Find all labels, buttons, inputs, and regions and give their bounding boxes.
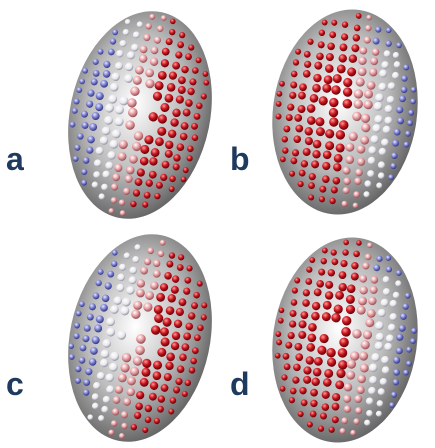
panel-label: b (230, 141, 250, 177)
rendering (259, 228, 430, 448)
figure: a b c d (0, 0, 435, 448)
panel-label: a (6, 141, 24, 177)
page: a b c d (() => { const data = JSON.parse… (0, 0, 435, 448)
rendering (259, 0, 430, 224)
panel-label: d (230, 366, 250, 402)
rendering (50, 0, 231, 232)
rendering (50, 221, 231, 448)
surface (50, 0, 231, 232)
panel-label: c (6, 366, 24, 402)
